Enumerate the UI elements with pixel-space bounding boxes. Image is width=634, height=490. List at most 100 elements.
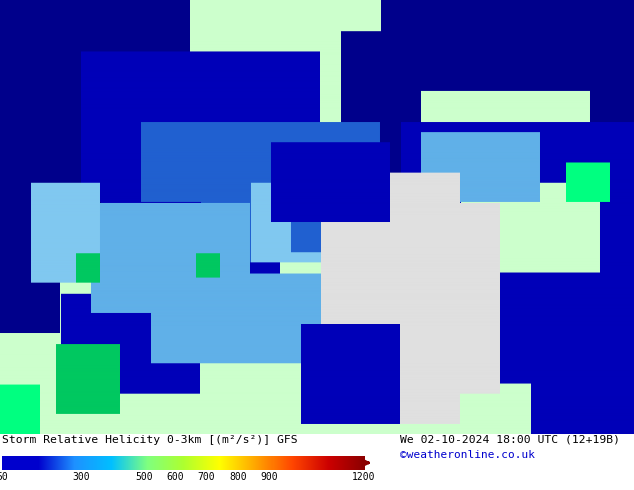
Bar xyxy=(19,456,20,470)
Bar xyxy=(264,456,265,470)
Bar xyxy=(312,456,313,470)
Bar xyxy=(149,456,150,470)
Bar xyxy=(132,456,133,470)
Bar xyxy=(359,456,361,470)
Bar xyxy=(194,456,195,470)
Bar xyxy=(341,456,342,470)
Bar xyxy=(84,456,85,470)
Bar xyxy=(105,456,106,470)
Bar xyxy=(226,456,228,470)
Bar xyxy=(178,456,179,470)
Bar xyxy=(251,456,253,470)
Bar xyxy=(27,456,29,470)
Bar xyxy=(127,456,129,470)
Bar xyxy=(266,456,267,470)
Bar xyxy=(330,456,332,470)
Bar xyxy=(206,456,207,470)
Bar xyxy=(161,456,162,470)
Bar xyxy=(119,456,120,470)
Bar xyxy=(147,456,148,470)
Bar xyxy=(125,456,126,470)
Bar xyxy=(288,456,289,470)
Bar xyxy=(18,456,20,470)
Bar xyxy=(262,456,264,470)
Bar xyxy=(7,456,8,470)
Bar xyxy=(36,456,37,470)
Bar xyxy=(337,456,339,470)
Bar xyxy=(318,456,320,470)
Bar xyxy=(77,456,78,470)
Bar xyxy=(338,456,339,470)
Bar xyxy=(205,456,207,470)
Bar xyxy=(56,456,58,470)
Bar xyxy=(361,456,363,470)
Bar xyxy=(49,456,51,470)
Bar xyxy=(176,456,178,470)
Bar xyxy=(153,456,154,470)
Bar xyxy=(93,456,95,470)
Bar xyxy=(242,456,244,470)
Bar xyxy=(35,456,37,470)
Bar xyxy=(2,456,4,470)
Bar xyxy=(26,456,28,470)
Bar xyxy=(154,456,155,470)
Bar xyxy=(213,456,215,470)
Bar xyxy=(191,456,193,470)
Bar xyxy=(254,456,255,470)
Bar xyxy=(139,456,141,470)
Bar xyxy=(130,456,131,470)
Bar xyxy=(261,456,263,470)
Bar xyxy=(127,456,128,470)
Bar xyxy=(235,456,236,470)
Bar xyxy=(40,456,42,470)
Bar xyxy=(152,456,153,470)
Bar xyxy=(200,456,202,470)
Bar xyxy=(202,456,204,470)
Bar xyxy=(69,456,71,470)
Bar xyxy=(79,456,81,470)
Bar xyxy=(218,456,220,470)
Bar xyxy=(201,456,203,470)
Bar xyxy=(118,456,119,470)
Bar xyxy=(15,456,16,470)
Bar xyxy=(81,456,83,470)
Bar xyxy=(89,456,90,470)
Bar xyxy=(41,456,42,470)
Bar xyxy=(244,456,246,470)
Bar xyxy=(339,456,340,470)
Bar xyxy=(236,456,238,470)
Bar xyxy=(72,456,74,470)
Bar xyxy=(23,456,25,470)
Bar xyxy=(325,456,327,470)
Bar xyxy=(3,456,4,470)
Bar xyxy=(108,456,110,470)
Text: ©weatheronline.co.uk: ©weatheronline.co.uk xyxy=(400,450,535,460)
Bar xyxy=(31,456,33,470)
Bar xyxy=(280,456,282,470)
Bar xyxy=(193,456,195,470)
Bar xyxy=(287,456,288,470)
Bar xyxy=(266,456,268,470)
Bar xyxy=(45,456,47,470)
Bar xyxy=(300,456,301,470)
Bar xyxy=(230,456,232,470)
Bar xyxy=(55,456,57,470)
Bar xyxy=(58,456,60,470)
Bar xyxy=(335,456,337,470)
Bar xyxy=(271,456,273,470)
Bar xyxy=(242,456,243,470)
Bar xyxy=(204,456,205,470)
Bar xyxy=(345,456,346,470)
Bar xyxy=(106,456,107,470)
Bar xyxy=(271,456,272,470)
Bar xyxy=(221,456,223,470)
Bar xyxy=(283,456,285,470)
Bar xyxy=(180,456,181,470)
Bar xyxy=(247,456,249,470)
Bar xyxy=(305,456,306,470)
Bar xyxy=(9,456,11,470)
Bar xyxy=(362,456,363,470)
Bar xyxy=(344,456,346,470)
Bar xyxy=(110,456,112,470)
Bar xyxy=(199,456,200,470)
